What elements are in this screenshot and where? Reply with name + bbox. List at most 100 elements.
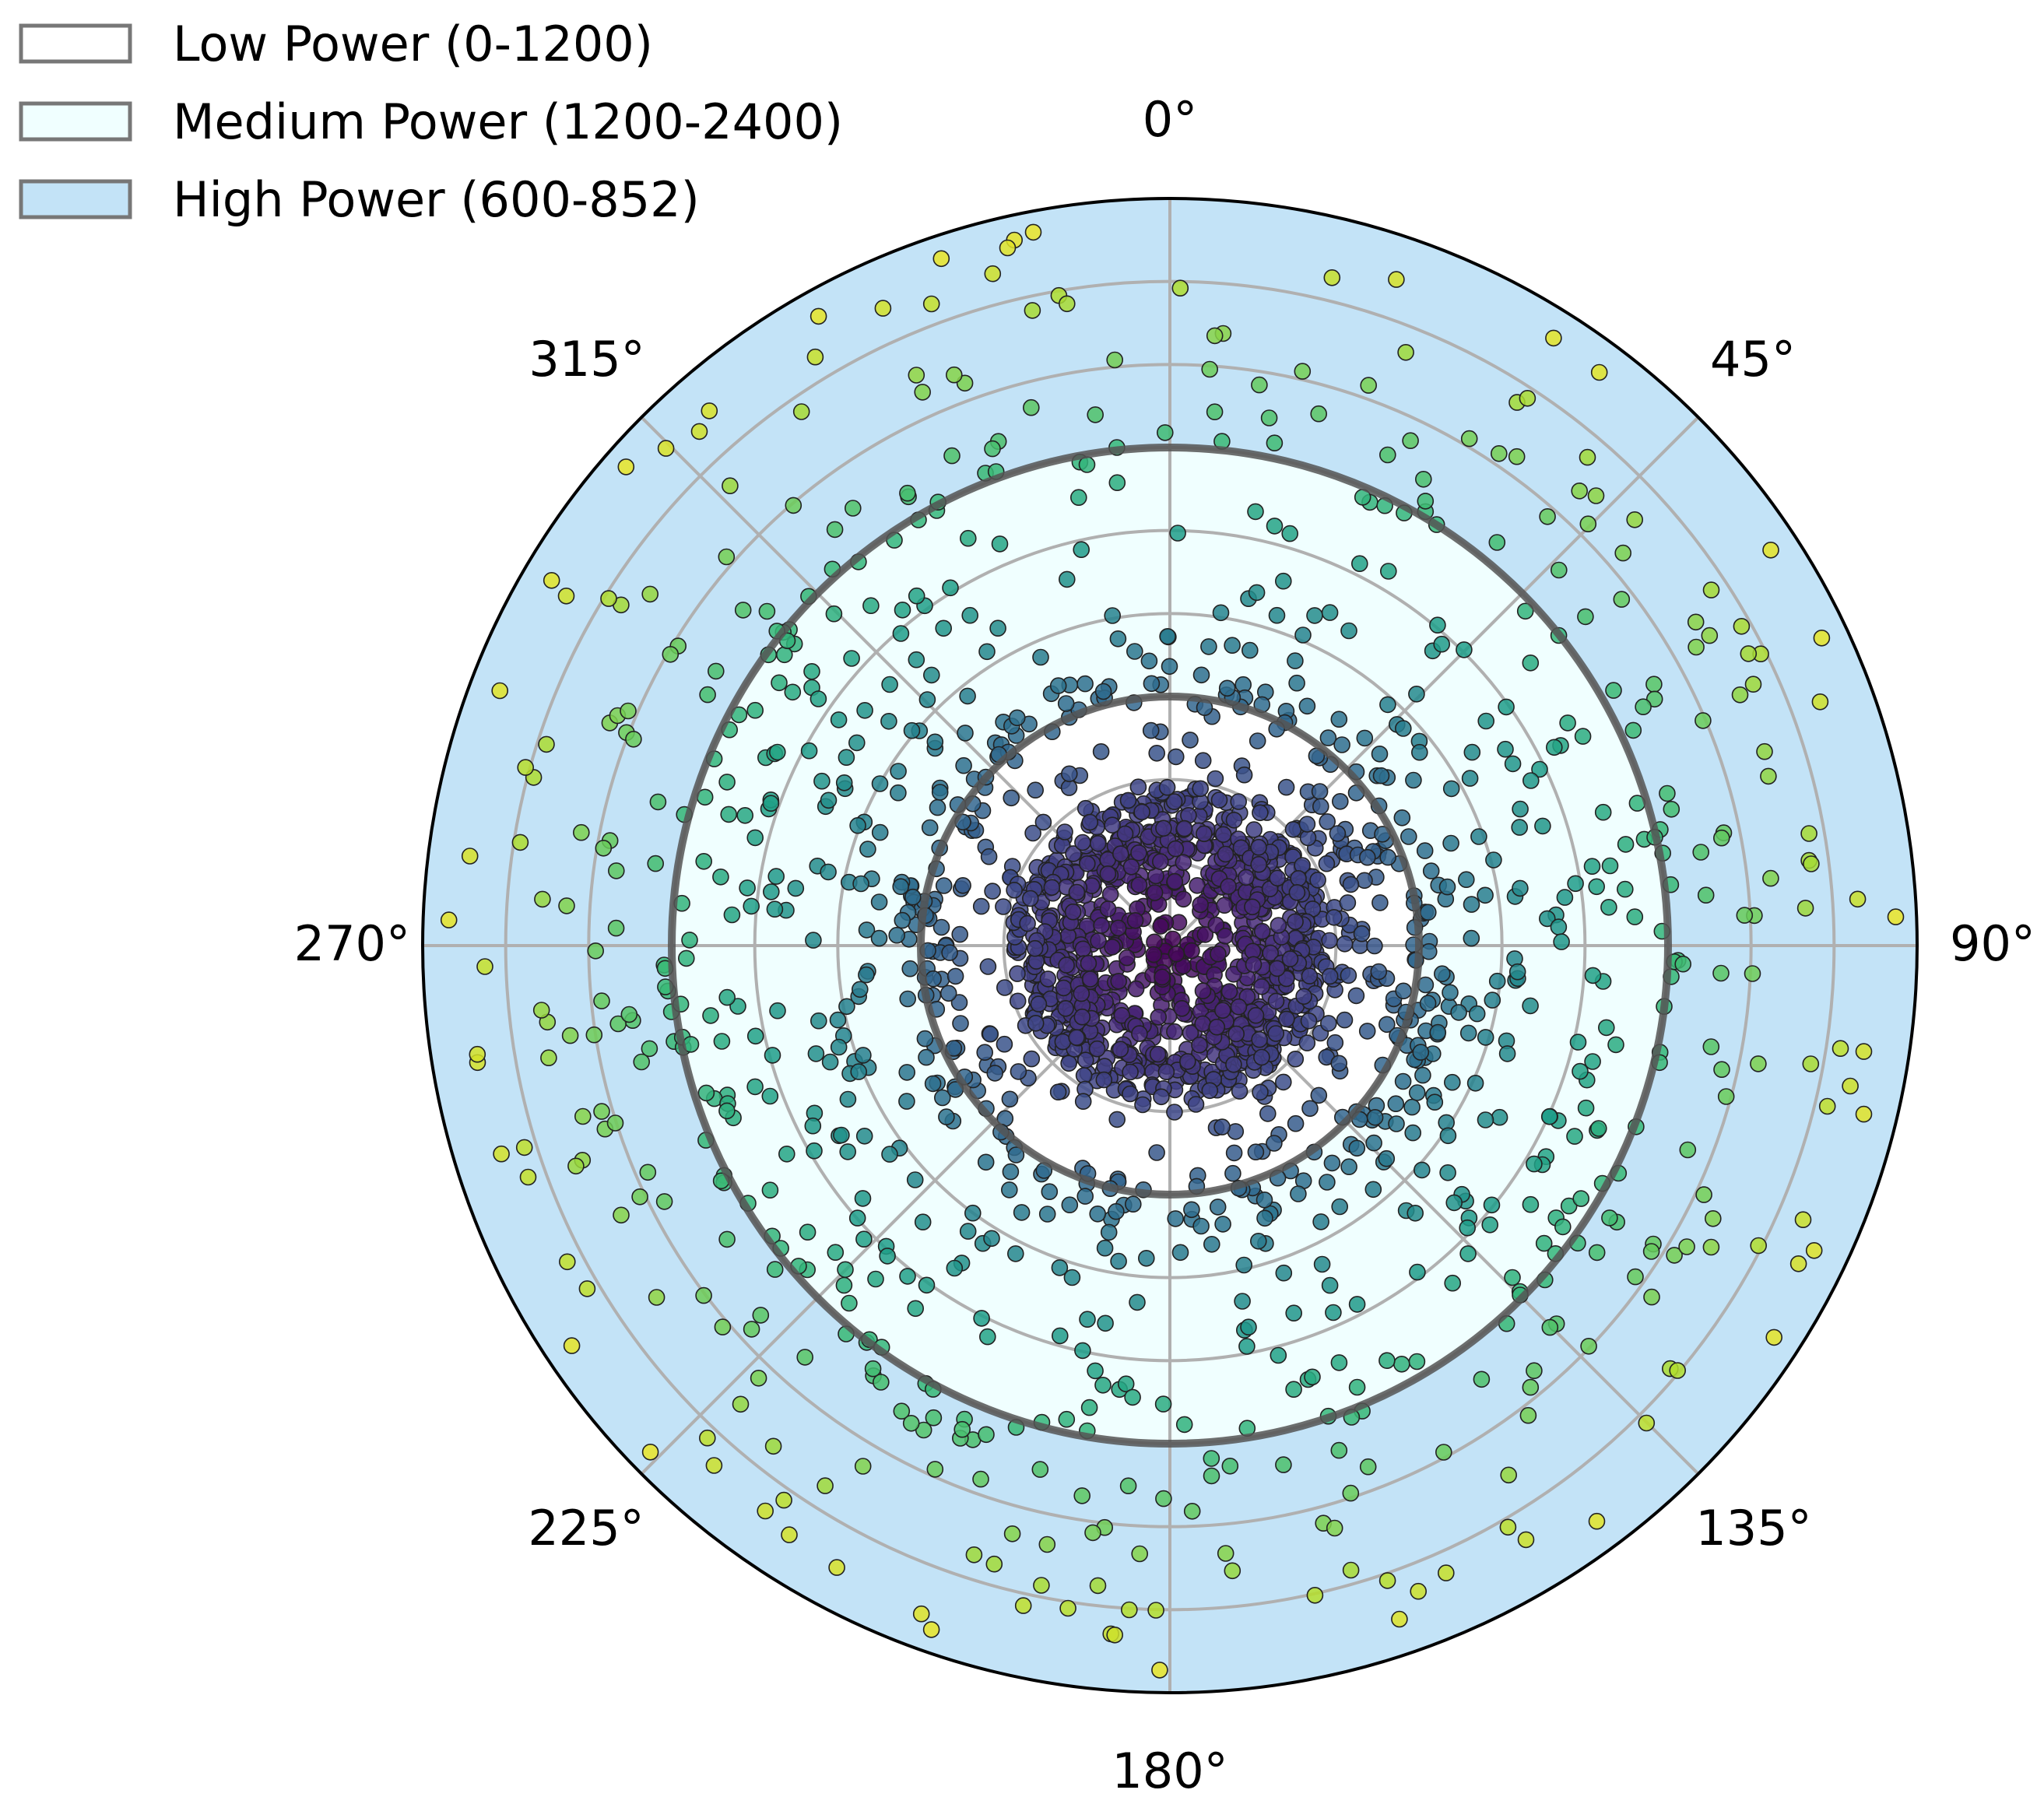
- scatter-point-1167: [1104, 816, 1121, 834]
- scatter-point-2027: [914, 384, 931, 401]
- scatter-point-1677: [1076, 1188, 1094, 1205]
- scatter-point-2023: [757, 1502, 774, 1520]
- scatter-point-1223: [1287, 652, 1304, 669]
- scatter-point-1285: [1140, 652, 1158, 670]
- scatter-point-1212: [1504, 755, 1522, 773]
- scatter-point-1796: [1666, 1247, 1683, 1264]
- scatter-point-2001: [734, 602, 752, 619]
- scatter-point-1750: [1811, 693, 1829, 711]
- scatter-point-1406: [852, 875, 869, 893]
- scatter-point-628: [1056, 823, 1073, 841]
- scatter-point-1446: [1411, 743, 1428, 761]
- scatter-point-1857: [1526, 1362, 1543, 1379]
- scatter-point-1340: [1459, 1245, 1477, 1262]
- scatter-point-917: [1041, 1183, 1059, 1200]
- scatter-point-1249: [1461, 770, 1479, 787]
- scatter-point-1799: [574, 1107, 592, 1125]
- scatter-point-1871: [1306, 1587, 1324, 1604]
- scatter-point-1470: [778, 1146, 795, 1163]
- scatter-point-859: [1206, 770, 1224, 788]
- scatter-point-1176: [1217, 845, 1234, 863]
- scatter-point-1415: [761, 1181, 779, 1199]
- scatter-point-1109: [935, 877, 953, 894]
- scatter-point-1615: [799, 1223, 817, 1241]
- scatter-point-1937: [1579, 515, 1597, 533]
- scatter-point-766: [1076, 675, 1094, 693]
- scatter-point-1159: [1130, 844, 1147, 862]
- scatter-point-1907: [946, 366, 963, 384]
- scatter-point-2020: [714, 1318, 732, 1335]
- scatter-point-686: [1220, 983, 1238, 1000]
- scatter-point-995: [1049, 1083, 1067, 1100]
- scatter-point-1780: [1605, 682, 1622, 699]
- scatter-point-1624: [1491, 1108, 1508, 1126]
- scatter-point-1143: [1030, 995, 1048, 1013]
- scatter-point-1887: [1221, 1458, 1239, 1475]
- scatter-point-1785: [1744, 965, 1761, 982]
- scatter-point-1481: [697, 1084, 715, 1102]
- scatter-point-1174: [1395, 982, 1412, 1000]
- scatter-point-1056: [1074, 834, 1091, 851]
- scatter-point-1965: [1635, 698, 1652, 716]
- scatter-point-1706: [1074, 1342, 1091, 1360]
- scatter-point-468: [1165, 793, 1183, 810]
- scatter-point-1537: [1444, 1073, 1461, 1091]
- scatter-point-817: [1249, 732, 1266, 749]
- theta-tick-45: 45°: [1710, 331, 1796, 388]
- scatter-point-1992: [1717, 1088, 1735, 1105]
- scatter-point-1241: [1498, 1045, 1516, 1062]
- scatter-point-1889: [817, 1477, 834, 1494]
- scatter-point-1025: [1220, 878, 1237, 895]
- scatter-point-1588: [1275, 572, 1292, 590]
- scatter-point-1151: [1329, 825, 1347, 842]
- scatter-point-1942: [722, 477, 739, 495]
- scatter-point-1528: [1459, 1024, 1477, 1042]
- scatter-point-1211: [1522, 997, 1539, 1015]
- scatter-point-1459: [1420, 904, 1437, 921]
- scatter-point-1727: [698, 1429, 716, 1447]
- scatter-point-1471: [807, 1045, 825, 1062]
- scatter-point-1386: [1522, 654, 1540, 672]
- scatter-point-1558: [1108, 1202, 1125, 1220]
- scatter-point-1020: [1225, 1144, 1243, 1162]
- scatter-point-1774: [593, 992, 610, 1009]
- scatter-point-1975: [1702, 1238, 1720, 1256]
- scatter-point-1710: [1321, 604, 1339, 621]
- scatter-point-1753: [641, 1444, 659, 1461]
- scatter-point-1412: [806, 1142, 823, 1160]
- scatter-point-1427: [1404, 1124, 1421, 1142]
- scatter-point-1158: [1081, 970, 1099, 988]
- scatter-point-1618: [1498, 698, 1515, 716]
- scatter-point-1338: [1007, 1245, 1024, 1262]
- scatter-point-1251: [1203, 1236, 1220, 1253]
- scatter-point-2041: [1695, 1186, 1712, 1203]
- scatter-point-2015: [1397, 343, 1414, 361]
- scatter-point-1745: [1031, 1461, 1049, 1478]
- scatter-point-1797: [1579, 448, 1596, 466]
- scatter-point-1645: [1409, 1263, 1426, 1281]
- scatter-point-1735: [1023, 398, 1040, 416]
- scatter-point-1298: [908, 651, 925, 669]
- scatter-point-1593: [904, 888, 922, 906]
- scatter-point-1497: [762, 795, 780, 812]
- scatter-point-1432: [1285, 1381, 1302, 1398]
- scatter-point-1778: [826, 521, 844, 539]
- scatter-point-1479: [973, 1310, 990, 1327]
- scatter-point-1232: [1129, 1293, 1146, 1311]
- scatter-point-1092: [1058, 956, 1075, 974]
- scatter-point-1563: [946, 1259, 964, 1277]
- scatter-point-630: [1126, 912, 1144, 929]
- scatter-point-1790: [1251, 376, 1268, 394]
- scatter-point-1518: [1058, 1410, 1076, 1428]
- scatter-point-936: [1320, 1015, 1337, 1032]
- scatter-point-944: [1267, 992, 1285, 1010]
- theta-tick-135: 135°: [1695, 1500, 1811, 1557]
- scatter-point-1071: [1287, 1051, 1305, 1068]
- scatter-point-1786: [1106, 351, 1123, 369]
- scatter-point-1287: [959, 1223, 977, 1240]
- scatter-point-1610: [1466, 1075, 1484, 1092]
- scatter-point-1221: [890, 763, 907, 780]
- scatter-point-752: [1267, 1025, 1284, 1042]
- scatter-point-828: [1339, 894, 1357, 911]
- scatter-point-1623: [810, 690, 827, 707]
